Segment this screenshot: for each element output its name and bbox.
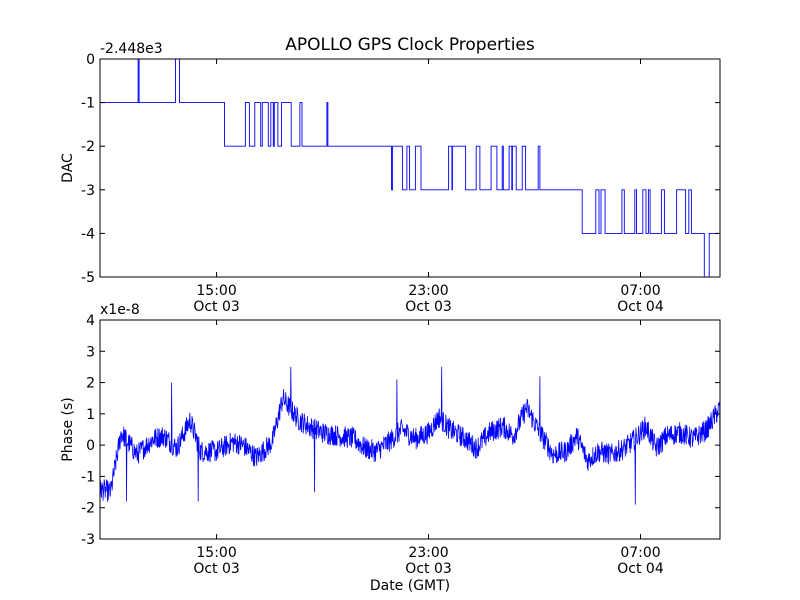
- x-tick-label: 23:00 Oct 03: [405, 283, 451, 315]
- phase-series-line: [100, 366, 720, 515]
- x-tick-label: 07:00 Oct 04: [617, 283, 664, 315]
- y-offset-label: -2.448e3: [100, 41, 163, 57]
- subplot-2: 4 3 2 1 0 -1 -2 -3 15:00 Oct 03 23:00 Oct 03 07:00 Oc…: [60, 302, 721, 594]
- y-offset-label: x1e-8: [100, 302, 140, 318]
- y-tick-label: -1: [81, 469, 95, 485]
- y-tick-label: -3: [81, 183, 95, 199]
- y-axis-label: Phase (s): [60, 397, 76, 461]
- x-tick-label: 07:00 Oct 04: [617, 545, 664, 577]
- y-axis-label: DAC: [60, 153, 76, 183]
- x-tick-label: 23:00 Oct 03: [405, 545, 451, 577]
- y-tick-label: 4: [86, 313, 95, 329]
- y-tick-label: -1: [81, 96, 95, 112]
- y-tick-label: 0: [86, 438, 95, 454]
- subplot-1: 0 -1 -2 -3 -4 -5 15:00 Oct 03 23:00 Oct 03 07:00 Oc…: [60, 35, 721, 315]
- y-tick-label: 0: [86, 52, 95, 68]
- y-tick-label: -3: [81, 532, 95, 548]
- y-tick-label: -4: [81, 226, 95, 242]
- plot-frame: [99, 58, 721, 278]
- plot-frame: [99, 319, 721, 540]
- y-tick-label: -2: [81, 501, 95, 517]
- y-tick-label: -2: [81, 139, 95, 155]
- y-tick-label: 1: [86, 407, 95, 423]
- chart-title: APOLLO GPS Clock Properties: [285, 35, 535, 55]
- x-tick-label: 15:00 Oct 03: [193, 283, 239, 315]
- y-tick-label: -5: [81, 270, 95, 286]
- y-tick-label: 3: [86, 344, 95, 360]
- y-tick-label: 2: [86, 376, 95, 392]
- x-axis-label: Date (GMT): [370, 578, 450, 594]
- dac-series-line: [100, 59, 720, 277]
- x-tick-label: 15:00 Oct 03: [193, 545, 239, 577]
